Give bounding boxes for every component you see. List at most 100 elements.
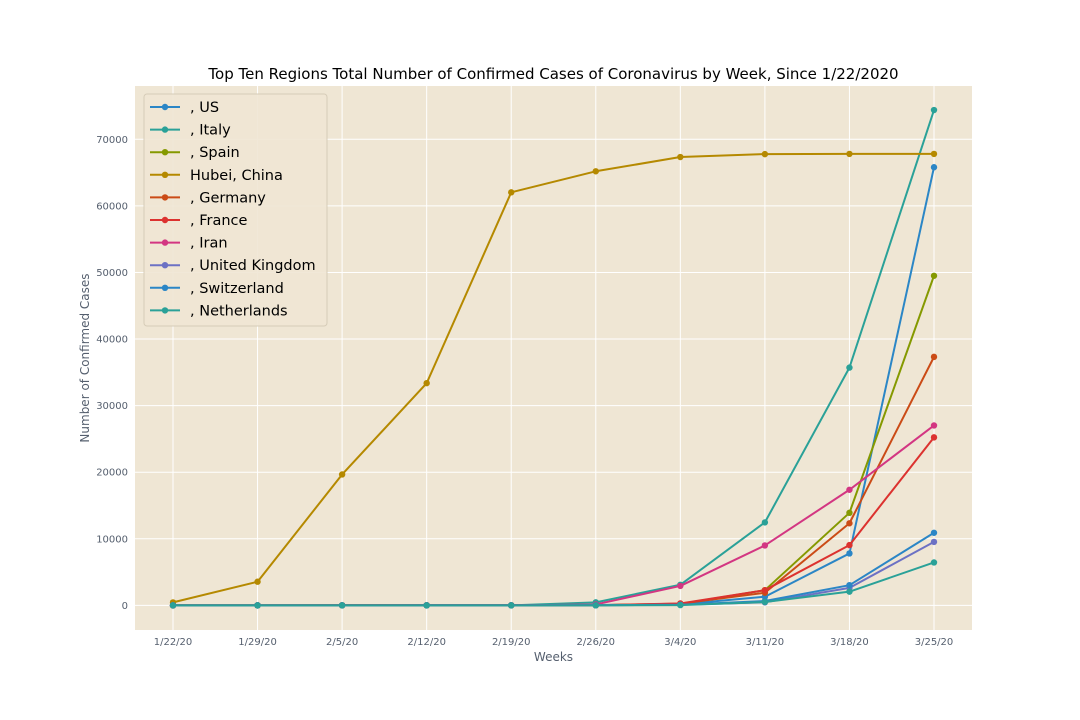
legend-label: Hubei, China [190,168,283,184]
x-tick-label: 2/12/20 [407,637,446,648]
data-point [761,519,769,526]
series-line [173,561,935,607]
data-point [930,529,938,536]
x-tick-label: 2/5/20 [326,637,358,648]
x-tick-label: 2/19/20 [492,637,531,648]
x-tick-label: 3/18/20 [830,637,869,648]
chart-title: Top Ten Regions Total Number of Confirme… [207,65,898,83]
legend-label: , Germany [190,190,266,206]
legend-marker [161,284,169,291]
x-tick-label: 1/22/20 [154,637,193,648]
legend-marker [161,239,169,246]
data-point [338,602,346,609]
data-point [930,559,938,566]
legend-item: , France [150,213,248,229]
legend-marker [161,149,169,156]
data-point [677,582,684,590]
legend-marker [161,194,169,201]
series-group [169,559,938,609]
legend-item: , United Kingdom [150,258,316,274]
legend-item: , Netherlands [150,303,288,319]
legend-item: , US [150,100,219,116]
legend-item: , Spain [150,145,240,161]
legend-label: , Italy [190,123,231,139]
legend-marker [161,103,169,111]
data-point [846,150,853,158]
y-tick-label: 70000 [96,135,128,146]
data-point [846,486,853,493]
legend-label: , Iran [190,236,228,252]
legend-marker [161,307,169,314]
data-point [846,588,853,595]
data-point [423,602,430,609]
data-point [761,150,769,158]
legend-label: , France [190,213,248,229]
series-line [172,152,934,604]
data-point [930,164,938,171]
x-tick-label: 2/26/20 [576,637,615,648]
x-tick-label: 3/11/20 [746,637,785,648]
data-point [338,471,346,478]
data-point [254,578,261,585]
y-axis-ticks: 0 10000 20000 30000 40000 50000 60000 70000 [96,135,128,612]
legend-marker [161,171,169,178]
legend-item: , Germany [150,190,266,206]
data-point [846,550,853,557]
data-point [930,272,938,279]
data-point [846,509,853,517]
legend-label: , United Kingdom [190,258,316,274]
data-point [761,598,769,606]
legend-item: , Italy [150,123,231,139]
data-point [846,541,853,549]
data-point [930,434,938,441]
y-tick-label: 20000 [96,468,128,479]
legend-label: , US [190,100,219,116]
data-point [930,353,938,361]
data-point [846,520,853,527]
data-point [592,602,599,609]
data-point [677,153,684,161]
data-point [761,542,769,549]
legend-label: , Spain [190,145,240,161]
y-axis-label: Number of Confirmed Cases [78,273,92,442]
y-tick-label: 0 [122,601,128,612]
data-point [508,602,515,609]
series-lines [169,106,938,609]
data-point [930,538,938,546]
data-point [846,364,853,371]
data-point [169,602,177,609]
y-tick-label: 40000 [96,335,128,346]
legend-item: , Iran [150,236,228,252]
data-point [677,601,684,609]
data-point [423,379,430,387]
x-tick-label: 3/4/20 [664,637,696,648]
legend-item: , Switzerland [150,281,284,297]
y-tick-label: 30000 [96,401,128,412]
legend-box [143,93,328,327]
x-tick-label: 1/29/20 [238,637,277,648]
data-point [592,168,599,175]
data-point [930,150,938,158]
data-point [508,189,515,196]
x-axis-label: Weeks [534,650,573,664]
x-axis-ticks: 1/22/20 1/29/20 2/5/20 2/12/20 2/19/20 2/26/2… [154,637,954,648]
series-group [169,150,938,606]
data-point [930,422,938,429]
legend-marker [161,126,169,133]
y-tick-label: 10000 [96,534,128,545]
legend-marker [161,262,169,269]
legend-item: Hubei, China [150,168,283,184]
legend-label: , Switzerland [190,281,284,297]
data-point [846,581,853,589]
data-point [761,586,769,594]
data-point [254,602,261,609]
y-tick-label: 50000 [96,268,128,279]
data-point [930,106,938,114]
legend-marker [161,216,169,224]
x-tick-label: 3/25/20 [915,637,954,648]
legend: , US , Italy , Spain Hubei, China , Germany,… [143,93,328,327]
legend-label: , Netherlands [190,303,288,319]
y-tick-label: 60000 [96,201,128,212]
